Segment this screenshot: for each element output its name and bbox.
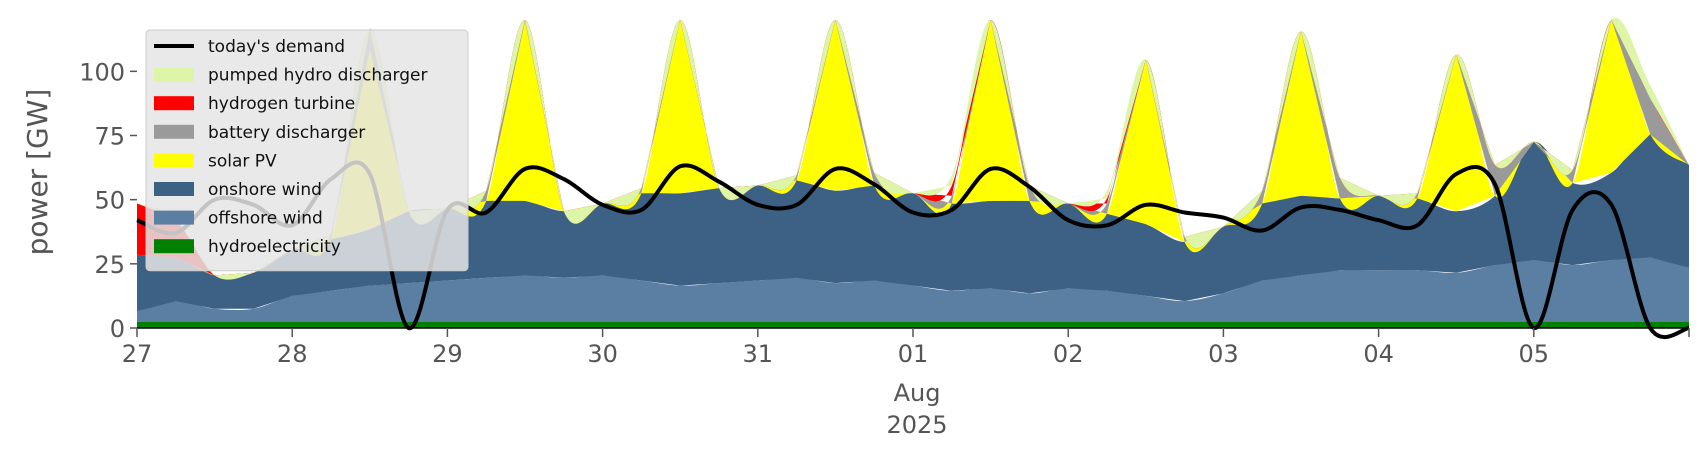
series-hydroelectricity-area [137, 321, 1689, 328]
legend-swatch-battery-discharger [154, 124, 194, 139]
x-tick-label: 02 [1053, 340, 1084, 368]
legend-label-hydroelectricity: hydroelectricity [208, 237, 341, 257]
x-tick-label: 28 [277, 340, 308, 368]
x-tick-label: 29 [432, 340, 463, 368]
series-solar-pv-area [137, 19, 1689, 277]
y-axis: 0 25 50 75 100 [79, 58, 137, 343]
y-tick-label: 25 [94, 251, 125, 279]
legend-swatch-hydrogen-turbine [154, 96, 194, 111]
x-tick-label: 04 [1363, 340, 1394, 368]
legend-box [145, 29, 469, 272]
x-axis: 27 28 29 30 31 01 02 03 04 05 [122, 328, 1690, 368]
y-tick-label: 50 [94, 187, 125, 215]
x-tick-label: 01 [898, 340, 929, 368]
stacked-area-layer [137, 17, 1689, 328]
legend-label-battery-discharger: battery discharger [208, 123, 365, 143]
y-tick-label: 0 [110, 315, 125, 343]
x-axis-year-label: 2025 [886, 411, 947, 439]
y-tick-label: 100 [79, 58, 125, 86]
legend-label-pumped-hydro-discharger: pumped hydro discharger [208, 66, 427, 86]
legend-swatch-onshore-wind [154, 182, 194, 196]
x-tick-label: 31 [743, 340, 774, 368]
legend-label-offshore-wind: offshore wind [208, 209, 323, 229]
y-axis-label: power [GW] [21, 89, 54, 256]
legend-swatch-pumped-hydro-discharger [154, 67, 194, 82]
legend-label-hydrogen-turbine: hydrogen turbine [208, 94, 355, 114]
series-offshore-wind-area [137, 257, 1689, 322]
legend-swatch-hydroelectricity [154, 239, 194, 254]
legend-label-onshore-wind: onshore wind [208, 180, 322, 200]
legend: today's demand pumped hydro discharger hyd… [145, 29, 469, 272]
x-tick-label: 27 [122, 340, 153, 368]
x-tick-label: 30 [587, 340, 618, 368]
legend-label-today-s-demand: today's demand [208, 37, 345, 57]
series-todays-demand-line [136, 160, 1690, 340]
legend-label-solar-pv: solar PV [208, 151, 277, 171]
y-tick-label: 75 [94, 123, 125, 151]
x-tick-label: 05 [1519, 340, 1550, 368]
legend-swatch-offshore-wind [154, 210, 194, 225]
x-axis-month-label: Aug [894, 379, 941, 407]
legend-swatch-solar-pv [154, 153, 194, 168]
x-tick-label: 03 [1208, 340, 1239, 368]
series-onshore-wind-area [137, 134, 1689, 312]
